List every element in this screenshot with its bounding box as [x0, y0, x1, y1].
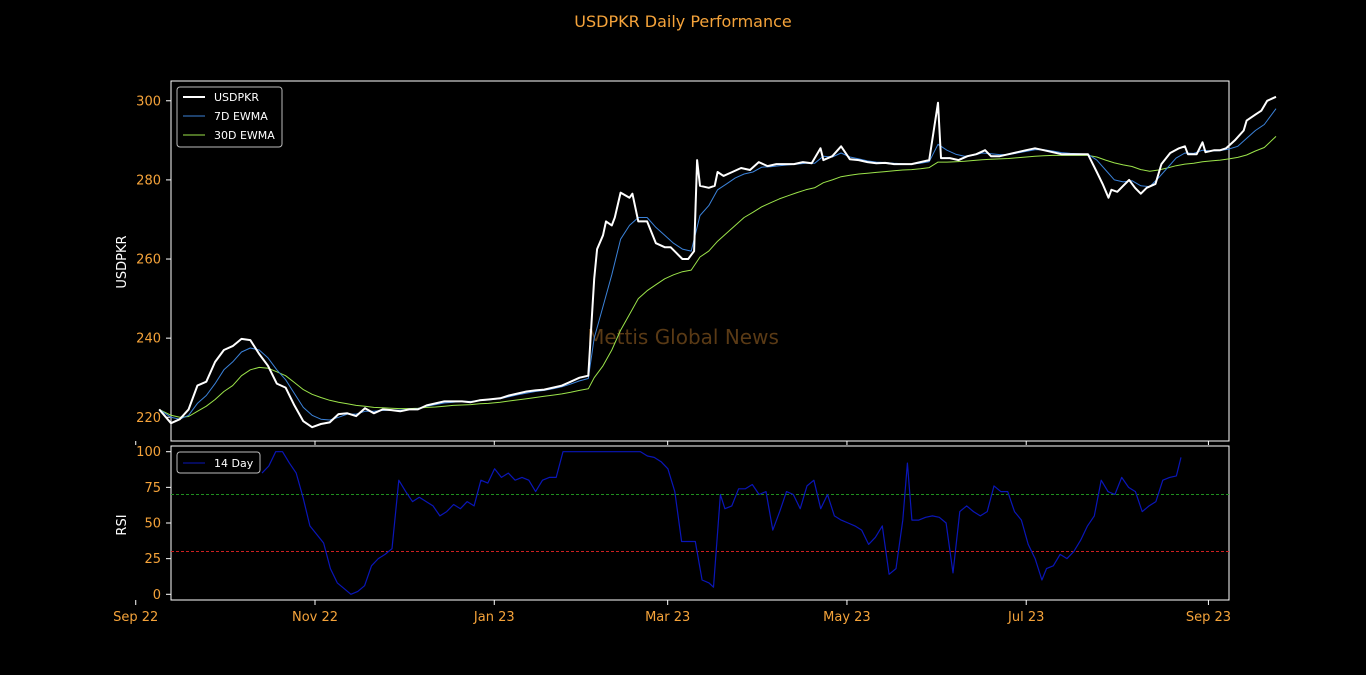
price-ytick-label: 240 — [136, 332, 161, 347]
price-ytick-label: 300 — [136, 94, 161, 109]
legend-label-30d-ewma: 30D EWMA — [214, 129, 275, 142]
xtick-label: Mar 23 — [645, 610, 690, 625]
price-ytick-label: 280 — [136, 173, 161, 188]
rsi-y-axis-label: RSI — [115, 514, 130, 535]
xtick-label: Nov 22 — [292, 610, 338, 625]
xtick-label: Sep 23 — [1186, 610, 1231, 625]
price-panel: 220 240 260 280 300 USDPKR Mettis Global New… — [115, 80, 1277, 445]
rsi-ytick-label: 0 — [153, 588, 161, 603]
usdpkr-line — [158, 95, 1277, 429]
rsi-ytick-label: 50 — [144, 517, 161, 532]
rsi-legend-box — [176, 451, 261, 474]
rsi-ytick-label: 25 — [144, 552, 161, 567]
price-ytick-label: 220 — [136, 411, 161, 426]
price-legend: USDPKR 7D EWMA 30D EWMA — [176, 86, 283, 148]
rsi-panel: 0 25 50 75 100 Sep 22 Nov 22 Jan 23 Mar 23 May 2… — [113, 445, 1231, 625]
xtick-label: May 23 — [823, 610, 871, 625]
rsi-legend: 14 Day — [176, 451, 261, 474]
price-y-axis: 220 240 260 280 300 — [136, 94, 171, 426]
legend-label-7d-ewma: 7D EWMA — [214, 110, 268, 123]
xtick-label: Sep 22 — [113, 610, 158, 625]
rsi-threshold-lines — [171, 493, 1229, 553]
price-ytick-label: 260 — [136, 253, 161, 268]
legend-label-14-day: 14 Day — [214, 457, 254, 470]
price-x-axis — [135, 441, 1209, 445]
xtick-label: Jul 23 — [1007, 610, 1044, 625]
price-y-axis-label: USDPKR — [115, 235, 130, 288]
price-series-lines — [158, 95, 1277, 429]
rsi-series-lines — [261, 451, 1182, 595]
watermark-text: Mettis Global News — [587, 325, 779, 349]
price-legend-box — [176, 86, 283, 148]
chart-title: USDPKR Daily Performance — [574, 12, 792, 31]
rsi-ytick-label: 75 — [144, 481, 161, 496]
rsi-ytick-label: 100 — [136, 445, 161, 460]
rsi-y-axis: 0 25 50 75 100 — [136, 445, 171, 603]
rsi-x-axis: Sep 22 Nov 22 Jan 23 Mar 23 May 23 Jul 23 Sep … — [113, 600, 1231, 625]
xtick-label: Jan 23 — [473, 610, 515, 625]
rsi-14-day-line — [261, 451, 1182, 595]
legend-label-usdpkr: USDPKR — [214, 91, 259, 104]
price-panel-frame — [170, 80, 1230, 442]
